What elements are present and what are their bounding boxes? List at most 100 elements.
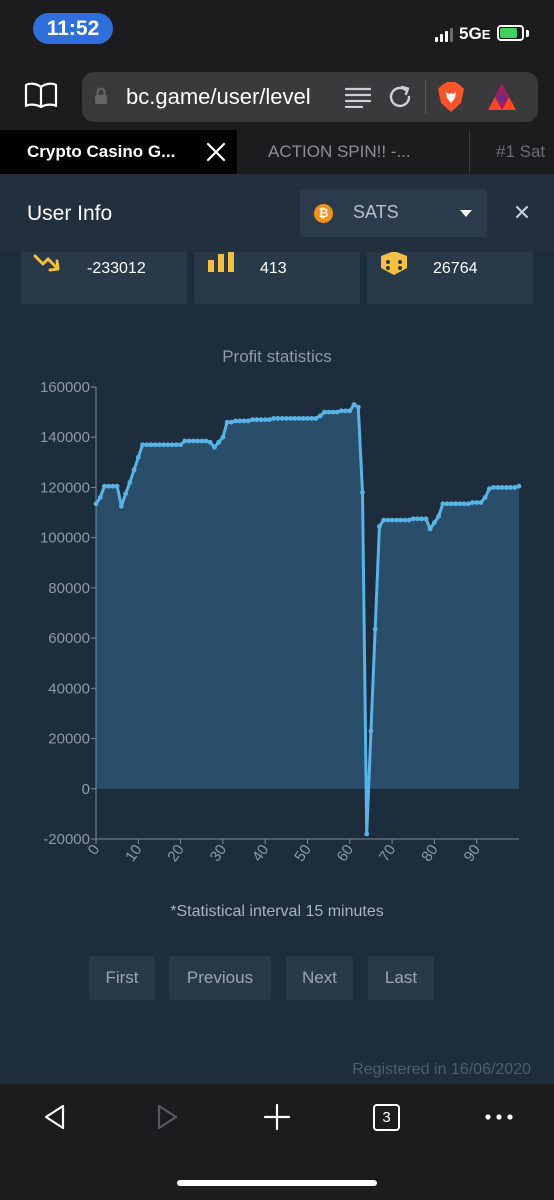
data-point bbox=[178, 442, 184, 448]
data-point bbox=[457, 501, 463, 507]
y-tick-label: -20000 bbox=[43, 831, 90, 848]
data-point bbox=[140, 442, 145, 448]
pager: First Previous Next Last bbox=[0, 956, 554, 1000]
data-point bbox=[135, 454, 141, 460]
brave-rewards-icon[interactable] bbox=[487, 83, 517, 111]
data-point bbox=[343, 408, 348, 414]
data-point bbox=[267, 417, 272, 423]
tab-crypto-casino[interactable]: Crypto Casino G... bbox=[0, 130, 237, 174]
data-point bbox=[131, 467, 137, 473]
new-tab-icon[interactable] bbox=[262, 1102, 292, 1132]
data-point bbox=[372, 626, 378, 632]
close-icon[interactable] bbox=[513, 203, 531, 221]
chart-title: Profit statistics bbox=[222, 347, 332, 366]
more-menu-icon[interactable] bbox=[484, 1102, 514, 1132]
data-point bbox=[368, 728, 374, 734]
data-point bbox=[224, 419, 230, 425]
data-point bbox=[427, 526, 433, 532]
data-point bbox=[199, 438, 205, 444]
bar-chart-icon bbox=[208, 252, 234, 272]
x-tick-label: 40 bbox=[249, 842, 272, 865]
reader-mode-icon[interactable] bbox=[344, 86, 372, 108]
data-point bbox=[212, 444, 217, 450]
previous-page-button[interactable]: Previous bbox=[169, 956, 271, 1000]
data-point bbox=[309, 415, 315, 421]
x-tick-label: 20 bbox=[164, 842, 187, 865]
stat-value-wagered: 26764 bbox=[433, 260, 478, 277]
data-point bbox=[144, 442, 150, 448]
forward-icon[interactable] bbox=[152, 1102, 182, 1132]
data-point bbox=[123, 491, 129, 497]
data-point bbox=[182, 438, 188, 444]
url-text[interactable]: bc.game/user/level bbox=[126, 84, 311, 109]
data-point bbox=[364, 831, 370, 837]
data-point bbox=[461, 501, 467, 507]
x-tick-label: 10 bbox=[122, 842, 145, 865]
data-point bbox=[114, 483, 120, 489]
data-point bbox=[207, 439, 213, 445]
y-tick-label: 100000 bbox=[40, 530, 90, 547]
reload-icon[interactable] bbox=[387, 84, 413, 110]
data-point bbox=[157, 442, 162, 448]
dice-icon bbox=[381, 252, 407, 275]
bitcoin-icon: ₿ bbox=[314, 204, 333, 223]
data-point bbox=[326, 409, 332, 415]
data-point bbox=[169, 442, 175, 448]
data-point bbox=[275, 415, 281, 421]
data-point bbox=[432, 520, 437, 525]
data-point bbox=[102, 483, 107, 489]
url-bar[interactable]: bc.game/user/level bbox=[82, 72, 538, 122]
modal-header: User Info ₿ SATS bbox=[0, 174, 554, 252]
data-point bbox=[402, 517, 408, 523]
data-point bbox=[381, 517, 387, 523]
data-point bbox=[148, 442, 154, 448]
tab-strip: Crypto Casino G... ACTION SPIN!! -... #1… bbox=[0, 130, 554, 174]
data-point bbox=[161, 442, 167, 448]
data-point bbox=[106, 483, 112, 489]
back-icon[interactable] bbox=[40, 1102, 70, 1132]
data-point bbox=[173, 442, 179, 448]
x-tick-label: 80 bbox=[418, 842, 441, 865]
data-point bbox=[470, 500, 475, 505]
data-point bbox=[283, 415, 289, 421]
network-type: 5GE bbox=[459, 24, 491, 43]
stat-value-profit: -233012 bbox=[87, 260, 146, 277]
data-point bbox=[245, 418, 251, 424]
data-point bbox=[195, 438, 200, 444]
data-point bbox=[474, 500, 480, 505]
data-point bbox=[258, 417, 264, 423]
bookmarks-icon[interactable] bbox=[24, 82, 58, 108]
data-point bbox=[93, 501, 99, 507]
trend-down-icon bbox=[33, 254, 60, 272]
data-point bbox=[127, 480, 133, 485]
data-point bbox=[398, 517, 403, 523]
data-point bbox=[216, 439, 222, 445]
data-point bbox=[486, 486, 492, 492]
last-page-button[interactable]: Last bbox=[368, 956, 434, 1000]
data-point bbox=[410, 516, 416, 522]
tab-action-spin[interactable]: ACTION SPIN!! -... bbox=[238, 130, 470, 174]
y-tick-label: 140000 bbox=[40, 429, 90, 446]
data-point bbox=[330, 409, 336, 415]
data-point bbox=[491, 485, 497, 490]
chart-interval-note: *Statistical interval 15 minutes bbox=[170, 903, 384, 920]
battery-icon bbox=[497, 25, 524, 41]
data-point bbox=[436, 513, 442, 519]
close-tab-icon[interactable] bbox=[205, 141, 227, 163]
user-info-page: User Info ₿ SATS -233012 413 bbox=[0, 174, 554, 1084]
first-page-button[interactable]: First bbox=[89, 956, 155, 1000]
brave-shields-icon[interactable] bbox=[437, 81, 465, 113]
lock-icon bbox=[95, 87, 107, 104]
data-point bbox=[203, 438, 209, 444]
y-tick-label: 160000 bbox=[40, 379, 90, 396]
signal-icon bbox=[435, 26, 453, 42]
data-point bbox=[305, 415, 310, 421]
data-point bbox=[393, 517, 399, 523]
tab-switcher-button[interactable]: 3 bbox=[373, 1104, 400, 1131]
currency-select[interactable]: ₿ SATS bbox=[300, 189, 487, 237]
next-page-button[interactable]: Next bbox=[286, 956, 353, 1000]
y-tick-label: 80000 bbox=[48, 580, 90, 597]
tab-sat[interactable]: #1 Sat bbox=[496, 142, 546, 161]
data-point bbox=[292, 415, 298, 421]
stats-row: -233012 413 26764 bbox=[0, 252, 554, 304]
